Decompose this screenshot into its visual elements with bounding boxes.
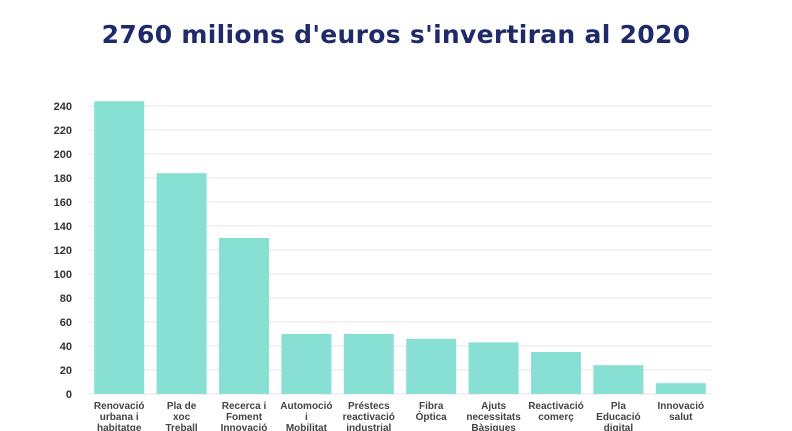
- x-tick-label: Automoció i Mobilitat: [280, 401, 332, 431]
- y-tick-label: 120: [54, 245, 72, 257]
- bar: [219, 238, 269, 394]
- y-tick-label: 80: [60, 293, 72, 305]
- bar: [468, 342, 519, 394]
- y-tick-label: 100: [54, 269, 72, 281]
- y-axis-ticks: 0 20 40 60 80 100 120 140 160 180 200 220 240: [54, 101, 72, 401]
- y-tick-label: 240: [54, 101, 72, 113]
- x-tick-label: Renovació urbana i habitatge: [94, 401, 145, 431]
- y-tick-label: 60: [60, 317, 72, 329]
- bar: [343, 334, 394, 394]
- x-tick-label: Recerca i Foment Innovació: [221, 401, 268, 431]
- y-tick-label: 200: [54, 149, 72, 161]
- x-tick-label: Pla Educació digital: [596, 401, 640, 431]
- y-tick-label: 180: [54, 173, 72, 185]
- y-tick-label: 40: [60, 341, 72, 353]
- bar: [655, 383, 706, 394]
- x-tick-label: Fibra Òptica: [416, 401, 448, 423]
- bar: [156, 173, 207, 394]
- bars: [94, 101, 706, 394]
- x-tick-label: Préstecs reactivació industrial: [343, 401, 395, 431]
- bar: [531, 352, 581, 394]
- bar: [593, 365, 644, 394]
- y-tick-label: 160: [54, 197, 72, 209]
- x-tick-label: Innovació salut: [657, 401, 704, 423]
- bar: [281, 334, 332, 394]
- x-tick-label: Pla de xoc Treball: [165, 401, 197, 431]
- y-tick-label: 20: [60, 365, 72, 377]
- y-tick-label: 140: [54, 221, 72, 233]
- x-tick-label: Reactivació comerç: [528, 401, 584, 423]
- bar: [406, 338, 457, 394]
- x-axis-labels: Renovació urbana i habitatge Pla de xoc Treba…: [94, 401, 704, 431]
- bar: [94, 101, 145, 394]
- chart-title: 2760 milions d'euros s'invertiran al 202…: [101, 20, 691, 49]
- x-tick-label: Ajuts necessitats Bàsiques: [466, 401, 521, 431]
- y-tick-label: 220: [54, 125, 72, 137]
- y-tick-label: 0: [66, 389, 72, 401]
